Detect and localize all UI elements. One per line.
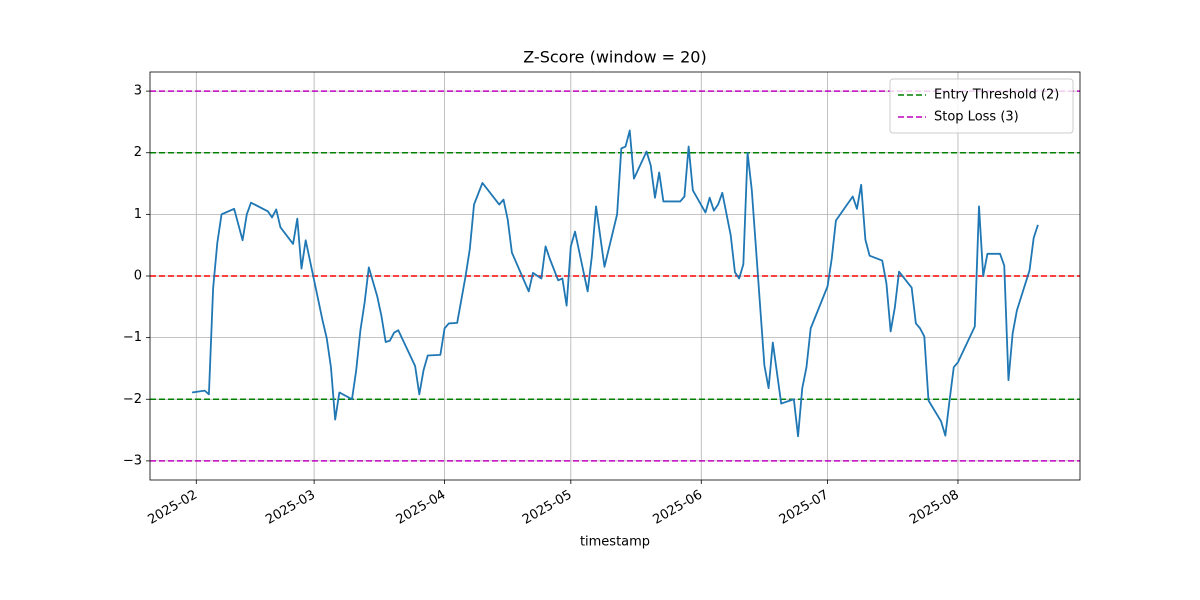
chart-title: Z-Score (window = 20): [523, 48, 706, 67]
x-tick-label: 2025-05: [520, 488, 575, 528]
x-tick-label: 2025-02: [145, 488, 200, 528]
y-tick-label: −2: [123, 392, 142, 407]
legend-box: [889, 78, 1074, 134]
legend-label: Entry Threshold (2): [934, 88, 1059, 103]
x-tick-label: 2025-06: [650, 488, 705, 528]
legend-label: Stop Loss (3): [934, 110, 1019, 125]
y-tick-label: 0: [134, 269, 142, 284]
y-tick-label: −3: [123, 453, 142, 468]
y-tick-label: 3: [134, 84, 142, 99]
plot-frame: [149, 71, 1081, 481]
x-axis-label: timestamp: [580, 535, 650, 550]
y-tick-label: 2: [134, 145, 142, 160]
y-tick-label: −1: [123, 330, 142, 345]
x-tick-label: 2025-03: [263, 488, 318, 528]
x-tick-label: 2025-08: [907, 488, 962, 528]
x-tick-label: 2025-04: [394, 488, 449, 528]
y-tick-label: 1: [134, 207, 142, 222]
x-tick-label: 2025-07: [777, 488, 832, 528]
data-line: [191, 129, 1039, 438]
